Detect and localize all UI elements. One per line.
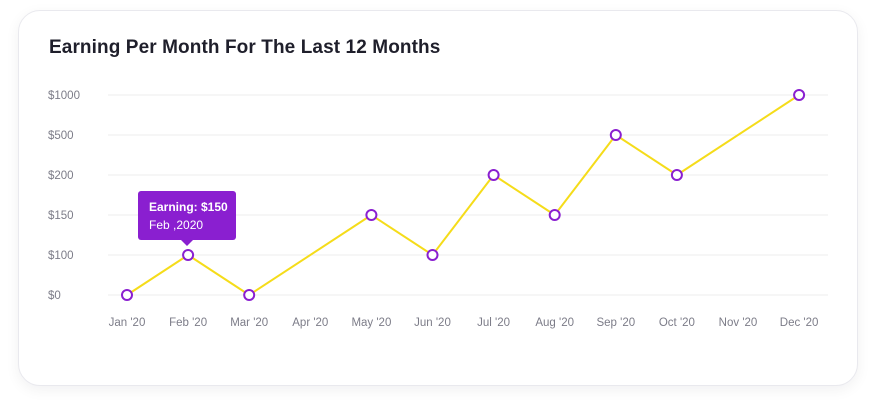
data-point [182,249,195,261]
y-tick-label: $1000 [48,90,80,102]
x-tick-label: Apr '20 [292,317,328,329]
data-point [609,129,622,141]
tooltip-earning: Earning: $150 [149,200,228,214]
x-tick-label: Dec '20 [780,317,819,329]
y-tick-label: $200 [48,170,74,182]
x-tick-label: Sep '20 [596,317,635,329]
data-point [548,209,561,221]
chart-title: Earning Per Month For The Last 12 Months [49,37,441,58]
tooltip-date: Feb ,2020 [149,218,204,232]
x-tick-label: Nov '20 [719,317,758,329]
x-tick-label: Oct '20 [659,317,695,329]
x-tick-label: Aug '20 [535,317,574,329]
x-tick-label: Jan '20 [109,317,146,329]
data-point [121,289,133,301]
x-tick-label: Jun '20 [414,317,451,329]
x-tick-label: Jul '20 [477,317,510,329]
y-tick-label: $0 [48,290,61,302]
x-tick-label: May '20 [351,317,391,329]
data-point [793,89,806,101]
y-tick-label: $500 [48,130,74,142]
data-point [426,249,439,261]
data-point [670,169,683,181]
earning-tooltip: Earning: $150 Feb ,2020 [138,191,236,246]
series-line [126,94,800,296]
data-point [365,209,378,221]
data-point [243,289,256,301]
y-tick-label: $150 [48,210,74,222]
y-tick-label: $100 [48,250,74,262]
x-tick-label: Mar '20 [230,317,268,329]
data-point [487,169,500,181]
x-tick-label: Feb '20 [169,317,207,329]
